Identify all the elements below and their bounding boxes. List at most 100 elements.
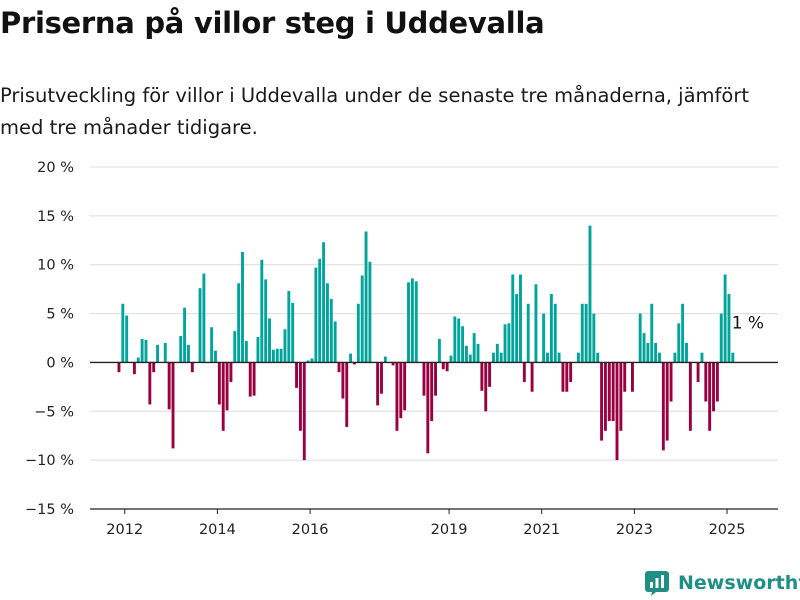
bar — [580, 303, 584, 363]
bar — [457, 318, 461, 363]
bar — [329, 298, 333, 363]
bar — [144, 339, 148, 363]
bar — [430, 362, 434, 422]
bar — [584, 303, 588, 363]
annotation-label: 1 % — [732, 314, 764, 334]
y-tick-label: −15 % — [25, 502, 74, 518]
bar — [225, 362, 229, 411]
bar — [349, 353, 353, 363]
bar — [233, 331, 237, 363]
x-tick-label: 2025 — [709, 522, 746, 538]
brand-name: Newsworthy — [678, 572, 800, 594]
bar — [712, 362, 715, 412]
bar — [140, 338, 144, 363]
bar — [248, 362, 252, 397]
bar — [677, 323, 681, 363]
bars — [117, 225, 735, 461]
bar — [314, 267, 318, 363]
gridlines — [90, 166, 778, 510]
bar — [298, 362, 302, 431]
bar — [569, 362, 573, 382]
bar — [399, 362, 403, 419]
bar — [546, 352, 549, 363]
y-axis: −15 % −10 % −5 % 0 % 5 % 10 % 15 % 20 % — [25, 160, 74, 518]
y-tick-label: 5 % — [46, 307, 74, 323]
bar — [403, 362, 407, 411]
y-tick-label: 15 % — [37, 209, 74, 225]
bar — [434, 362, 437, 396]
bar — [542, 313, 546, 363]
bar — [719, 313, 723, 363]
x-tick-label: 2021 — [523, 522, 560, 538]
bar — [519, 274, 522, 363]
bar — [217, 362, 221, 405]
bar — [202, 273, 206, 363]
bar — [310, 358, 314, 363]
bar — [264, 279, 268, 363]
bar — [476, 343, 480, 363]
bar — [468, 354, 472, 363]
bar — [642, 333, 646, 363]
bar — [650, 303, 654, 363]
bar — [414, 281, 418, 363]
bar — [136, 357, 140, 363]
bar — [152, 362, 156, 373]
bar — [561, 362, 565, 392]
bar — [600, 362, 604, 441]
bar — [271, 349, 275, 363]
bar — [646, 342, 650, 363]
bar — [549, 294, 553, 363]
bar — [449, 355, 453, 363]
annotations: 1 % — [730, 312, 766, 336]
bar — [623, 362, 627, 392]
bar — [295, 362, 298, 388]
axis-lines — [90, 361, 778, 510]
bar — [132, 362, 136, 375]
bar — [426, 362, 430, 454]
bar — [325, 283, 329, 363]
bar — [148, 362, 152, 405]
bar — [603, 362, 607, 431]
bar — [669, 362, 673, 402]
bar — [333, 321, 337, 363]
bar — [221, 362, 225, 431]
bar — [445, 362, 449, 372]
bar — [364, 231, 368, 363]
bar — [353, 362, 356, 365]
bar — [638, 313, 642, 363]
bar — [654, 342, 658, 363]
bar — [464, 345, 468, 363]
bar — [576, 352, 580, 363]
bar — [190, 362, 194, 373]
bar — [499, 352, 503, 363]
y-tick-label: −5 % — [34, 404, 74, 420]
bar — [526, 303, 530, 363]
bar — [522, 362, 526, 382]
bar — [688, 362, 692, 431]
x-tick-label: 2012 — [106, 522, 143, 538]
bar — [198, 288, 202, 363]
x-axis: 2012 2014 2016 2019 2021 2023 2025 — [106, 509, 745, 538]
bar — [318, 258, 322, 363]
bar — [484, 362, 488, 412]
bar — [631, 362, 634, 392]
bar — [125, 315, 129, 363]
bar — [565, 362, 569, 392]
bar — [658, 352, 661, 363]
y-tick-label: −10 % — [25, 453, 74, 469]
bar — [214, 350, 217, 363]
bar — [391, 362, 395, 366]
bar — [723, 274, 727, 363]
bar — [472, 333, 476, 363]
bar — [507, 323, 511, 363]
bar — [337, 362, 341, 373]
bar — [241, 252, 244, 363]
bar — [229, 362, 233, 382]
bar — [700, 352, 704, 363]
bar — [256, 337, 260, 363]
bar — [156, 344, 160, 363]
bar — [210, 327, 214, 363]
bar — [383, 356, 387, 363]
bar — [341, 362, 345, 399]
bar — [380, 362, 383, 394]
